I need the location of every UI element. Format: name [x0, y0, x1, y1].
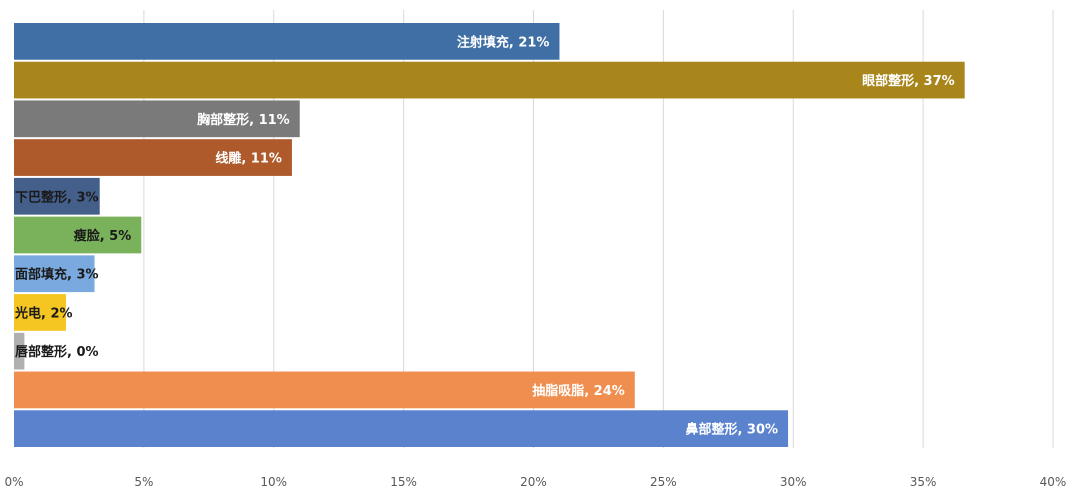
- data-label-11: 鼻部整形, 30%: [685, 422, 778, 438]
- x-tick-label-8: 40%: [1040, 475, 1067, 489]
- x-tick-label-5: 25%: [650, 475, 677, 489]
- bar-10: [14, 371, 635, 409]
- bar-2: [14, 61, 965, 99]
- data-label-8: 光电, 2%: [14, 305, 73, 321]
- bar-3: [14, 100, 300, 138]
- data-label-5: 下巴整形, 3%: [15, 189, 99, 205]
- x-tick-label-0: 0%: [4, 475, 23, 489]
- bar-8: [14, 294, 66, 331]
- data-label-9: 唇部整形, 0%: [15, 344, 99, 360]
- x-tick-label-7: 35%: [910, 475, 937, 489]
- data-label-4: 线雕, 11%: [215, 151, 282, 167]
- bar-1: [14, 23, 560, 60]
- data-label-7: 面部填充, 3%: [15, 267, 99, 283]
- data-label-1: 注射填充, 21%: [457, 34, 550, 50]
- data-label-10: 抽脂吸脂, 24%: [532, 383, 625, 399]
- x-tick-label-2: 10%: [260, 475, 287, 489]
- x-tick-label-3: 15%: [390, 475, 417, 489]
- data-labels: 注射填充, 21% 眼部整形, 37% 胸部整形, 11% 线雕, 11% 下巴整形, …: [14, 34, 955, 437]
- bar-6: [14, 216, 142, 254]
- bar-9: [14, 332, 25, 370]
- x-axis-tick-labels: 0% 5% 10% 15% 20% 25% 30% 35% 40%: [4, 475, 1066, 489]
- data-label-6: 瘦脸, 5%: [74, 228, 132, 244]
- x-tick-label-1: 5%: [134, 475, 153, 489]
- bar-11: [14, 410, 789, 447]
- bars: [14, 23, 965, 447]
- bar-7: [14, 255, 95, 293]
- bar-4: [14, 139, 292, 176]
- x-tick-label-6: 30%: [780, 475, 807, 489]
- bar-5: [14, 177, 100, 215]
- x-tick-label-4: 20%: [520, 475, 547, 489]
- data-label-3: 胸部整形, 11%: [197, 112, 290, 128]
- data-label-2: 眼部整形, 37%: [862, 73, 955, 89]
